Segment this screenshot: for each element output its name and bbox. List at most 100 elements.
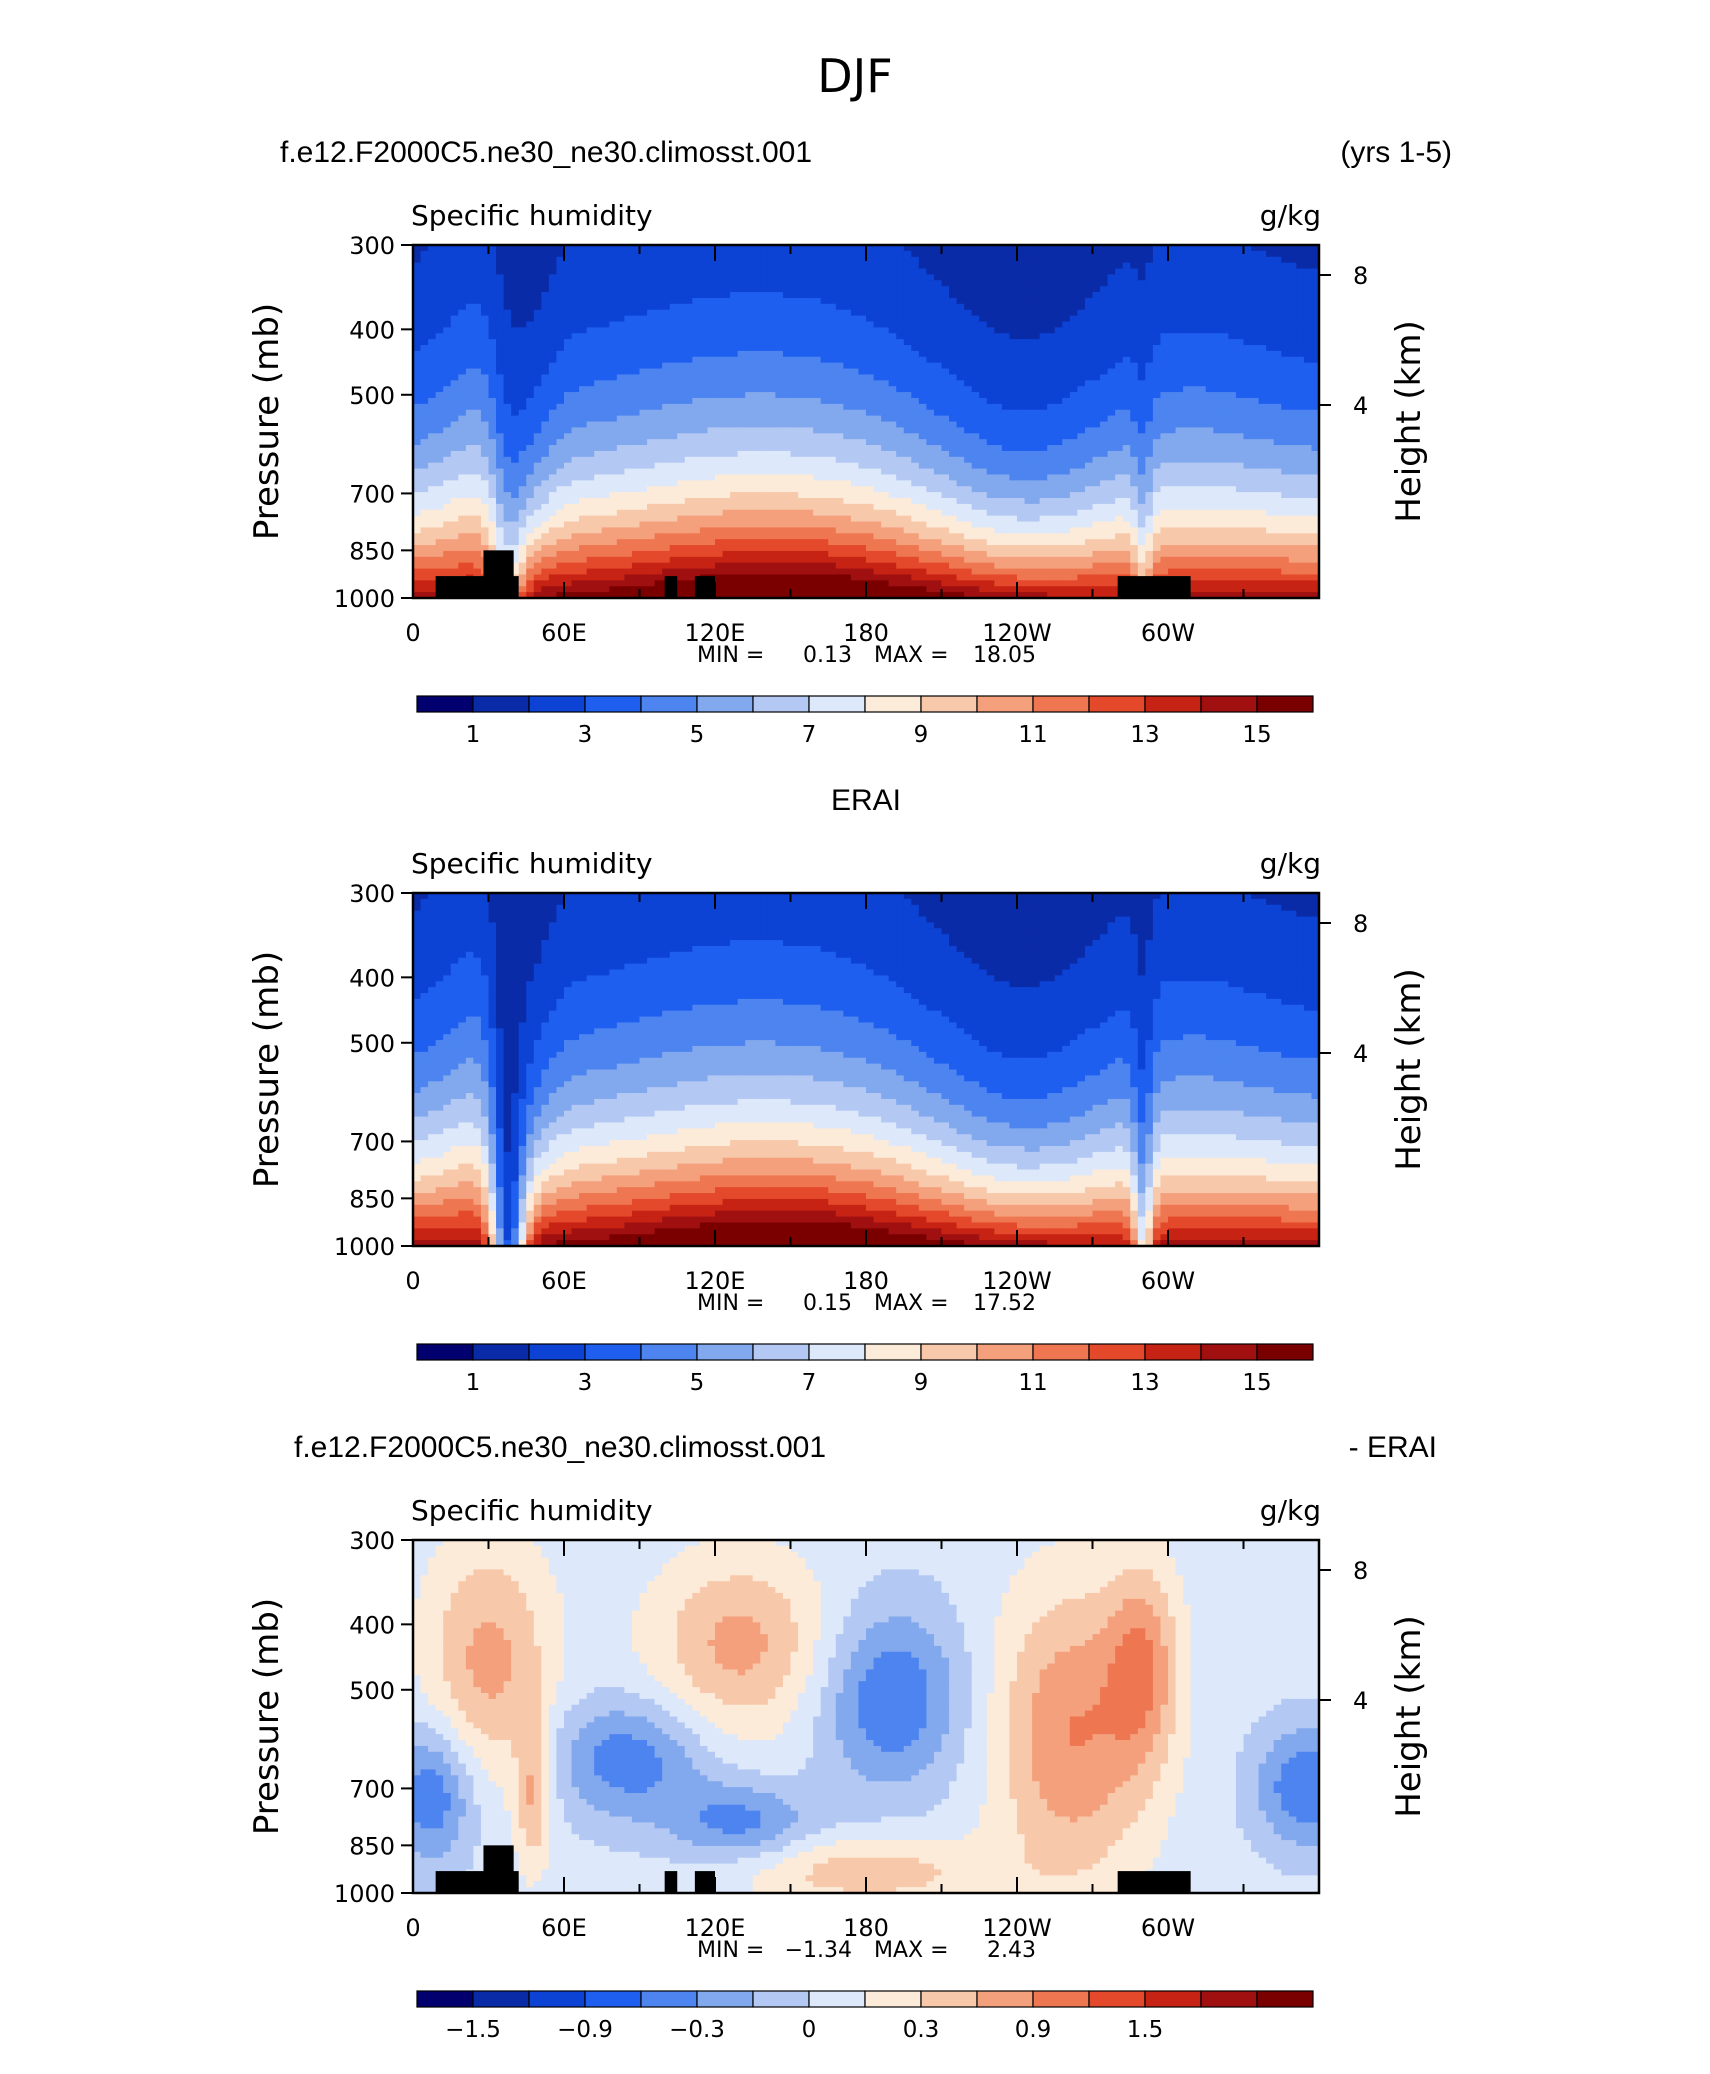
field-cell bbox=[533, 445, 542, 452]
field-cell bbox=[1017, 468, 1026, 476]
field-cell bbox=[745, 262, 754, 270]
field-cell bbox=[737, 574, 746, 581]
field-cell bbox=[805, 392, 814, 399]
field-cell bbox=[662, 274, 671, 281]
field-cell bbox=[986, 545, 995, 552]
field-cell bbox=[986, 503, 995, 511]
field-cell bbox=[858, 550, 867, 558]
field-cell bbox=[473, 309, 482, 317]
field-cell bbox=[1032, 574, 1041, 581]
field-cell bbox=[647, 409, 656, 417]
field-cell bbox=[541, 568, 550, 576]
field-cell bbox=[564, 327, 573, 334]
field-cell bbox=[624, 521, 633, 528]
field-cell bbox=[850, 356, 860, 364]
field-cell bbox=[443, 550, 452, 558]
field-cell bbox=[760, 433, 769, 440]
field-cell bbox=[843, 286, 852, 293]
field-cell bbox=[435, 380, 444, 387]
field-cell bbox=[903, 303, 912, 311]
field-cell bbox=[548, 503, 558, 511]
field-cell bbox=[730, 445, 739, 452]
field-cell bbox=[450, 350, 459, 358]
field-cell bbox=[767, 362, 776, 370]
field-cell bbox=[949, 515, 958, 523]
field-cell bbox=[752, 568, 761, 576]
field-cell bbox=[715, 562, 724, 570]
field-cell bbox=[677, 386, 686, 393]
field-cell bbox=[820, 527, 829, 534]
field-cell bbox=[616, 421, 625, 428]
field-cell bbox=[941, 356, 950, 364]
field-cell bbox=[654, 339, 663, 346]
field-cell bbox=[843, 515, 852, 523]
field-cell bbox=[556, 333, 565, 340]
field-cell bbox=[896, 427, 905, 434]
field-cell bbox=[473, 374, 482, 381]
field-cell bbox=[843, 492, 852, 499]
field-cell bbox=[450, 545, 459, 552]
field-cell bbox=[503, 533, 512, 540]
field-cell bbox=[1024, 297, 1033, 305]
field-cell bbox=[767, 374, 776, 381]
field-cell bbox=[1017, 315, 1026, 323]
field-cell bbox=[745, 439, 754, 446]
field-cell bbox=[926, 286, 935, 293]
field-cell bbox=[556, 374, 565, 381]
field-cell bbox=[564, 362, 573, 370]
field-cell bbox=[631, 456, 641, 464]
field-cell bbox=[949, 374, 958, 381]
field-cell bbox=[964, 450, 973, 458]
field-cell bbox=[903, 345, 912, 352]
field-cell bbox=[737, 374, 746, 381]
field-cell bbox=[511, 262, 520, 270]
field-cell bbox=[926, 439, 935, 446]
chart-panel-1: f.e12.F2000C5.ne30_ne30.climosst.001 (yrs… bbox=[247, 136, 1452, 748]
field-cell bbox=[579, 245, 588, 252]
field-cell bbox=[480, 250, 490, 258]
field-cell bbox=[873, 256, 882, 264]
field-cell bbox=[413, 492, 422, 499]
field-cell bbox=[971, 497, 980, 505]
field-cell bbox=[564, 521, 573, 528]
field-cell bbox=[850, 315, 860, 323]
field-cell bbox=[866, 486, 875, 493]
field-cell bbox=[662, 509, 671, 517]
field-cell bbox=[745, 321, 754, 328]
field-cell bbox=[1001, 274, 1011, 281]
field-cell bbox=[918, 527, 927, 534]
field-cell bbox=[1032, 280, 1041, 287]
field-cell bbox=[813, 297, 822, 305]
field-cell bbox=[496, 515, 505, 523]
field-cell bbox=[518, 515, 527, 523]
field-cell bbox=[533, 345, 542, 352]
field-cell bbox=[790, 586, 799, 593]
field-cell bbox=[526, 321, 535, 328]
field-cell bbox=[1017, 280, 1026, 287]
field-cell bbox=[586, 503, 595, 511]
field-cell bbox=[616, 456, 625, 464]
field-cell bbox=[571, 409, 580, 417]
field-cell bbox=[730, 386, 739, 393]
field-cell bbox=[722, 303, 731, 311]
field-cell bbox=[556, 262, 565, 270]
field-cell bbox=[933, 374, 943, 381]
field-cell bbox=[518, 427, 527, 434]
field-cell bbox=[413, 415, 422, 423]
field-cell bbox=[533, 592, 542, 599]
field-cell bbox=[843, 445, 852, 452]
field-cell bbox=[722, 574, 731, 581]
field-cell bbox=[511, 421, 520, 428]
field-cell bbox=[579, 345, 588, 352]
field-cell bbox=[518, 421, 527, 428]
field-cell bbox=[835, 392, 844, 399]
field-cell bbox=[986, 533, 995, 540]
field-cell bbox=[820, 586, 829, 593]
field-cell bbox=[669, 550, 678, 558]
field-cell bbox=[903, 445, 912, 452]
field-cell bbox=[428, 339, 437, 346]
field-cell bbox=[435, 345, 444, 352]
field-cell bbox=[903, 586, 912, 593]
field-cell bbox=[647, 315, 656, 323]
field-cell bbox=[624, 539, 633, 546]
